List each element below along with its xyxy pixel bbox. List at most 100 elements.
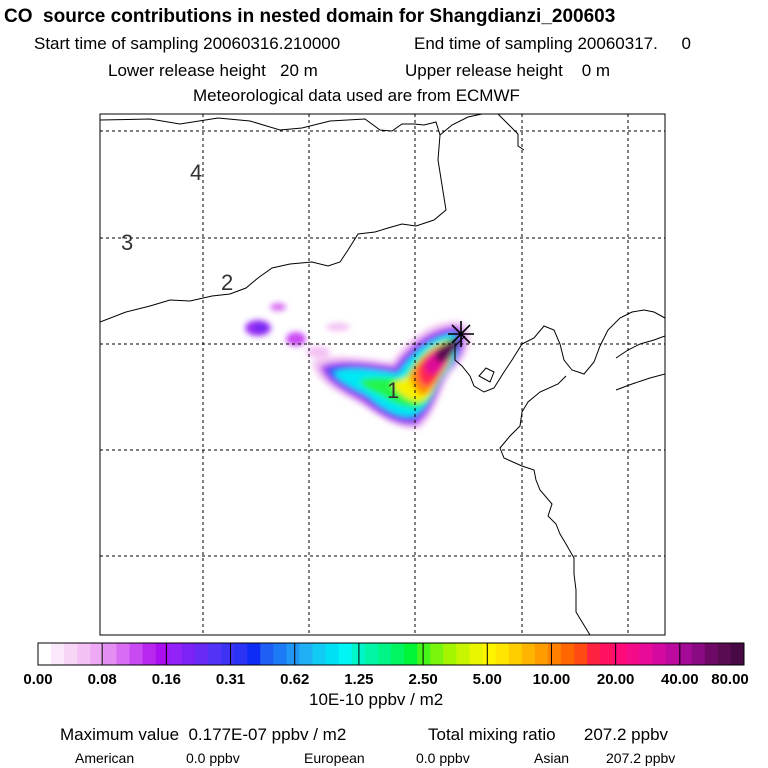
plume-core (436, 338, 459, 363)
contour-label: 4 (190, 160, 202, 185)
colorbar-swatch (38, 643, 52, 665)
colorbar-border (37, 642, 745, 666)
colorbar-swatch (613, 643, 627, 665)
colorbar-swatch (639, 643, 653, 665)
colorbar-swatch (168, 643, 183, 665)
colorbar-swatch (51, 643, 65, 665)
coast-inner-bay (478, 367, 495, 383)
colorbar-swatch (495, 643, 510, 665)
colorbar-unit-label: 10E-10 ppbv / m2 (309, 690, 444, 709)
map-title: CO source contributions in nested domain… (4, 6, 616, 27)
european-value: 0.0 ppbv (416, 750, 470, 766)
plume-blob-west-center (253, 324, 267, 332)
contour-labels: 4 3 2 1 (121, 160, 399, 403)
colorbar-swatch (665, 643, 680, 665)
colorbar-tick-label: 0.62 (280, 671, 310, 688)
colorbar-swatch (626, 643, 640, 665)
colorbar-swatch (417, 643, 431, 665)
colorbar-swatch (181, 643, 196, 665)
border-line-north (100, 117, 447, 323)
colorbar-swatch (456, 643, 470, 665)
colorbar-swatch (155, 643, 170, 665)
plume-blob-north (270, 303, 286, 311)
contour-label: 2 (221, 270, 233, 295)
contour-label: 1 (387, 378, 399, 403)
concentration-plume (245, 303, 470, 429)
graticule (100, 114, 665, 635)
colorbar-swatch (704, 643, 719, 665)
colorbar-swatch (338, 643, 353, 665)
colorbar-swatch (364, 643, 379, 665)
coast-bohai (454, 309, 665, 393)
plume-tail-faint (306, 346, 330, 358)
colorbar-swatch (430, 643, 444, 665)
colorbar-swatch (469, 643, 483, 665)
colorbar-swatch (377, 643, 392, 665)
colorbar-swatch (129, 643, 143, 665)
colorbar-swatch (600, 643, 614, 665)
colorbar-swatch (103, 643, 117, 665)
colorbar-swatch (574, 643, 588, 665)
plume-blob-faint (326, 323, 350, 331)
colorbar-tick-label: 0.31 (215, 671, 246, 688)
plume-blob-mid (286, 332, 306, 346)
colorbar-swatch (142, 643, 157, 665)
asian-value: 207.2 ppbv (606, 750, 676, 766)
colorbar-tick-label: 10.00 (532, 671, 571, 688)
colorbar-swatch (247, 643, 261, 665)
american-label: American (75, 750, 135, 766)
european-label: European (304, 750, 365, 766)
border-line-ne (439, 114, 483, 136)
lower-release-label: Lower release height 20 m (108, 61, 318, 80)
colorbar-tick-label: 0.00 (23, 671, 53, 688)
colorbar-tick-label: 40.00 (661, 671, 699, 688)
asian-label: Asian (534, 750, 570, 766)
border-line-east-top (497, 114, 525, 151)
colorbar-swatch (116, 643, 130, 665)
colorbar-swatch (286, 643, 300, 665)
colorbar-swatch (691, 643, 706, 665)
colorbar-tick-label: 0.16 (151, 671, 181, 688)
colorbar-tick-label: 1.25 (344, 671, 374, 688)
cross-marker-icon (448, 321, 474, 347)
colorbar-swatch (547, 643, 562, 665)
colorbar-swatch (560, 643, 575, 665)
map-area: 4 3 2 1 (100, 114, 665, 635)
start-time-label: Start time of sampling 20060316.210000 (34, 34, 341, 53)
colorbar-swatch (312, 643, 327, 665)
colorbar-tick-label: 20.00 (596, 671, 635, 688)
colorbar-tick-label: 2.50 (408, 671, 438, 688)
colorbar-swatch (260, 643, 274, 665)
colorbar-tick-label: 5.00 (472, 671, 502, 688)
colorbar-swatch (207, 643, 222, 665)
colorbar-swatch (521, 643, 536, 665)
coast-korea (615, 335, 665, 359)
coastlines (100, 114, 665, 635)
coast-islands (615, 373, 665, 391)
colorbar-swatch (391, 643, 405, 665)
colorbar-swatch (717, 643, 732, 665)
max-value-label: Maximum value 0.177E-07 ppbv / m2 (60, 725, 347, 744)
colorbar-swatch (221, 643, 235, 665)
colorbar (37, 642, 745, 666)
contour-label: 3 (121, 230, 133, 255)
colorbar-swatch (443, 643, 457, 665)
total-mixing-label: Total mixing ratio 207.2 ppbv (428, 725, 669, 744)
colorbar-swatch (404, 643, 418, 665)
colorbar-swatch (534, 643, 549, 665)
colorbar-swatch (234, 643, 248, 665)
colorbar-swatch (194, 643, 209, 665)
colorbar-swatch (77, 643, 91, 665)
colorbar-swatch (482, 643, 496, 665)
colorbar-tick-label: 0.08 (87, 671, 117, 688)
upper-release-label: Upper release height 0 m (405, 61, 611, 80)
colorbar-swatch (652, 643, 666, 665)
colorbar-swatch (587, 643, 601, 665)
map-frame (99, 113, 666, 636)
colorbar-swatch (508, 643, 523, 665)
colorbar-tick-label: 80.00 (711, 671, 749, 688)
colorbar-swatch (299, 643, 313, 665)
colorbar-swatch (64, 643, 78, 665)
met-source-label: Meteorological data used are from ECMWF (193, 86, 520, 105)
